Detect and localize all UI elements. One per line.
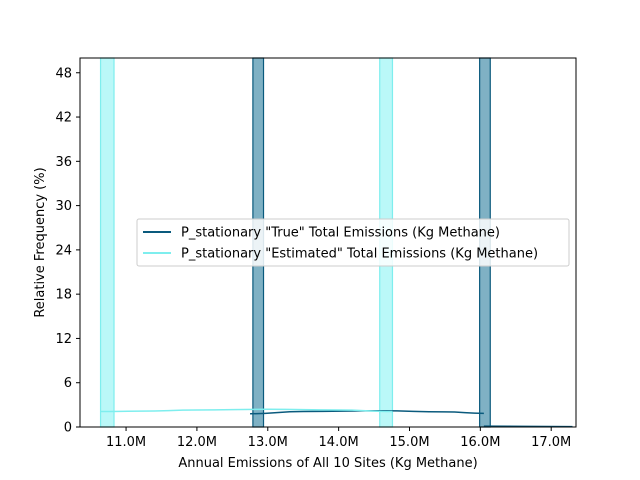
x-tick-label: 13.0M — [248, 435, 288, 450]
kde-line-series-1 — [100, 408, 393, 413]
y-tick-label: 42 — [55, 111, 72, 126]
x-axis: 11.0M 12.0M 13.0M 14.0M 15.0M 16.0M 17.0M — [106, 427, 571, 450]
x-tick-label: 12.0M — [177, 435, 217, 450]
y-axis: 0 6 12 18 24 30 36 42 48 — [55, 66, 80, 436]
y-tick-label: 36 — [55, 155, 72, 170]
y-tick-label: 0 — [64, 421, 72, 436]
x-tick-label: 17.0M — [531, 435, 571, 450]
legend-label-true: P_stationary "True" Total Emissions (Kg … — [181, 226, 500, 241]
x-tick-label: 11.0M — [106, 435, 146, 450]
y-tick-label: 48 — [55, 66, 72, 81]
x-tick-label: 15.0M — [389, 435, 429, 450]
x-axis-label: Annual Emissions of All 10 Sites (Kg Met… — [178, 456, 477, 471]
y-tick-label: 12 — [55, 332, 72, 347]
y-tick-label: 30 — [55, 199, 72, 214]
y-tick-label: 18 — [55, 288, 72, 303]
y-tick-label: 24 — [55, 243, 72, 258]
y-tick-label: 6 — [64, 376, 72, 391]
legend-label-estimated: P_stationary "Estimated" Total Emissions… — [181, 247, 538, 262]
legend: P_stationary "True" Total Emissions (Kg … — [136, 218, 570, 267]
plot-area-frame — [79, 57, 577, 428]
kde-layer — [100, 408, 573, 428]
x-tick-label: 16.0M — [460, 435, 500, 450]
histogram-bar-series-1-0 — [99, 57, 115, 428]
x-tick-label: 14.0M — [319, 435, 359, 450]
legend-box — [136, 218, 570, 267]
y-axis-label: Relative Frequency (%) — [33, 167, 48, 317]
